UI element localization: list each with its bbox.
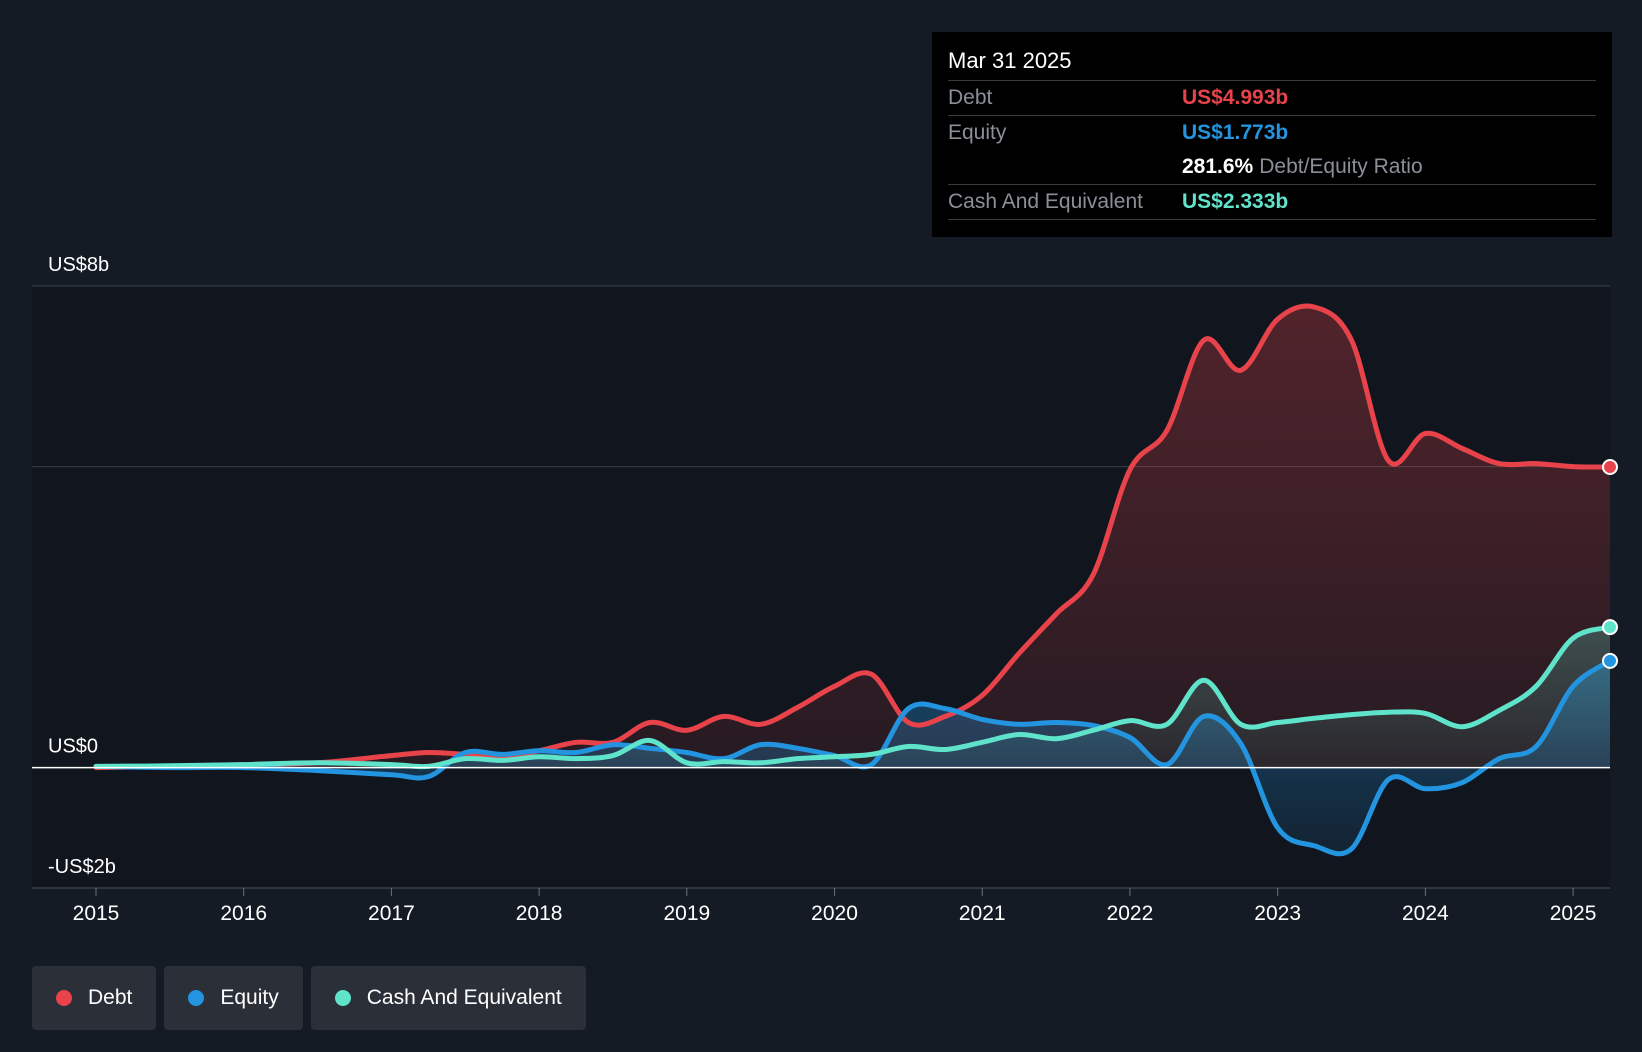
tooltip-ratio-value: 281.6% — [1182, 155, 1254, 178]
x-tick-label-4: 2019 — [663, 902, 710, 925]
tooltip-equity-label: Equity — [948, 121, 1007, 144]
tooltip-cash-label: Cash And Equivalent — [948, 190, 1143, 213]
x-tick-label-9: 2024 — [1402, 902, 1449, 925]
tooltip-equity-row: Equity US$1.773b — [948, 115, 1596, 150]
legend-item-equity[interactable]: Equity — [164, 966, 303, 1030]
y-tick-label-0: US$8b — [48, 254, 109, 276]
legend-label-debt: Debt — [88, 986, 133, 1009]
x-tick-label-8: 2023 — [1254, 902, 1301, 925]
debt-area — [96, 305, 1610, 768]
tooltip-ratio-label: Debt/Equity Ratio — [1259, 155, 1423, 178]
cash-end-marker — [1602, 619, 1618, 636]
y-tick-label-1: US$0 — [48, 736, 98, 758]
legend-item-cash[interactable]: Cash And Equivalent — [310, 966, 586, 1030]
tooltip-debt-label: Debt — [948, 86, 993, 109]
tooltip-equity-value: US$1.773b — [1182, 121, 1289, 144]
legend-item-debt[interactable]: Debt — [32, 966, 157, 1030]
legend-label-equity: Equity — [220, 986, 279, 1009]
tooltip-debt-row: Debt US$4.993b — [948, 80, 1596, 115]
x-tick-label-0: 2015 — [73, 902, 120, 925]
data-tooltip: Mar 31 2025 Debt US$4.993b Equity US$1.7… — [932, 32, 1612, 237]
x-tick-label-3: 2018 — [516, 902, 563, 925]
x-tick-label-10: 2025 — [1550, 902, 1597, 925]
debt-dot-icon — [56, 990, 72, 1006]
x-tick-label-2: 2017 — [368, 902, 415, 925]
x-tick-label-6: 2021 — [959, 902, 1006, 925]
y-tick-label-2: -US$2b — [48, 856, 116, 878]
x-tick-label-1: 2016 — [220, 902, 267, 925]
equity-line — [93, 658, 1613, 857]
cash-line — [93, 624, 1613, 770]
tooltip-date: Mar 31 2025 — [948, 48, 1072, 73]
tooltip-ratio-spacer — [948, 150, 1182, 184]
tooltip-ratio-row: 281.6% Debt/Equity Ratio — [948, 150, 1596, 184]
tooltip-debt-value: US$4.993b — [1182, 86, 1289, 109]
debt-end-marker — [1602, 459, 1618, 476]
x-tick-label-5: 2020 — [811, 902, 858, 925]
equity-end-marker — [1602, 652, 1618, 669]
cash-dot-icon — [334, 990, 351, 1006]
x-tick-label-7: 2022 — [1107, 902, 1154, 925]
equity-dot-icon — [188, 990, 205, 1006]
tooltip-cash-row: Cash And Equivalent US$2.333b — [948, 184, 1596, 220]
legend-label-cash: Cash And Equivalent — [366, 986, 562, 1009]
tooltip-cash-value: US$2.333b — [1182, 190, 1289, 213]
chart-legend: Debt Equity Cash And Equivalent — [32, 966, 586, 1030]
